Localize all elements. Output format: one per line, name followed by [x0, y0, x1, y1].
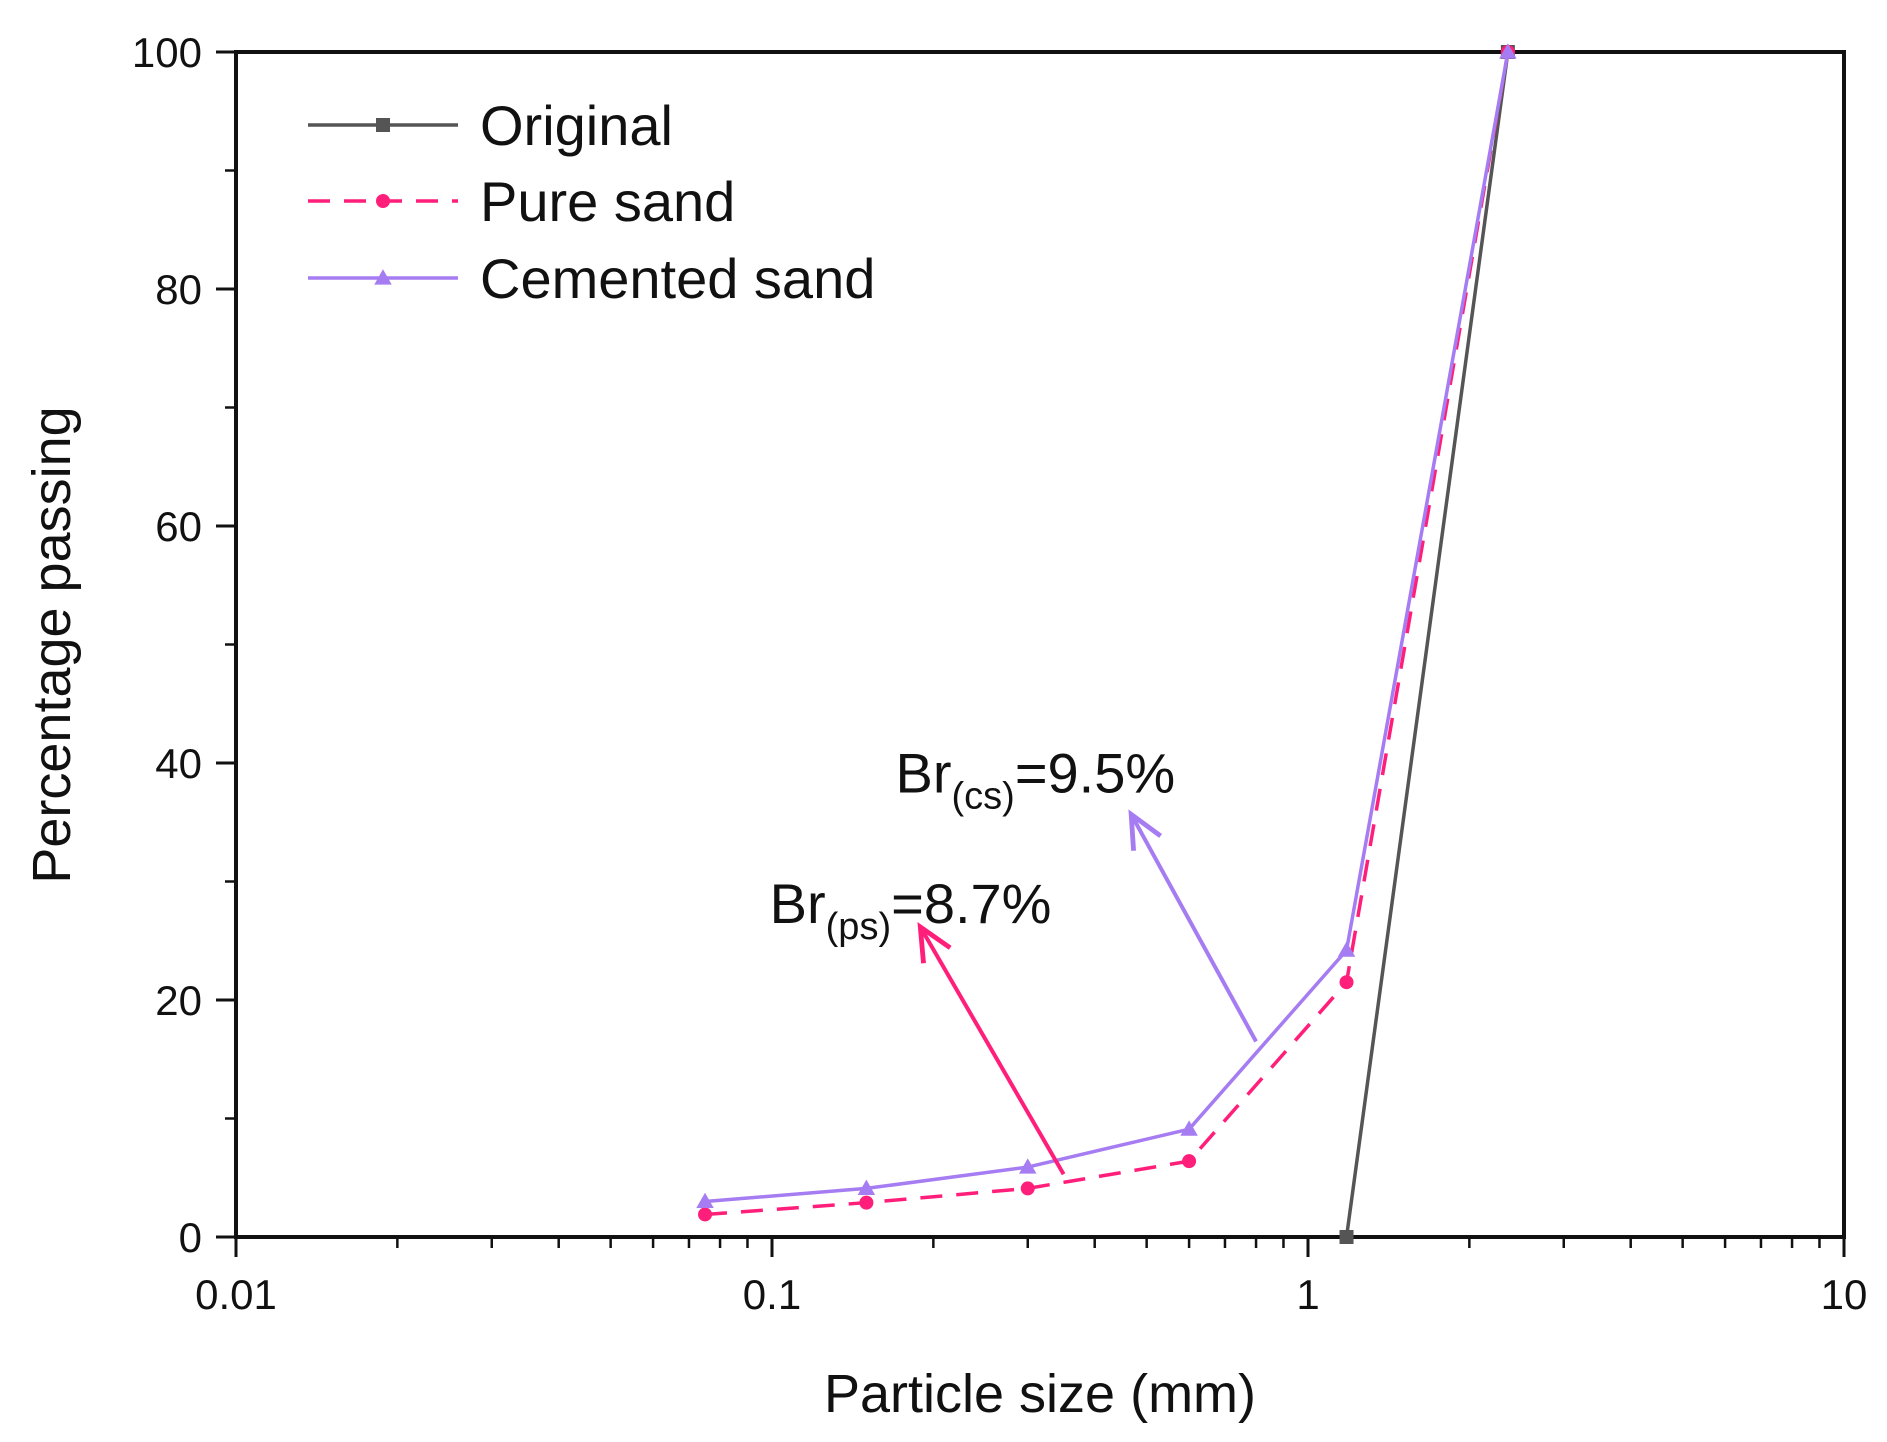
legend-item-cemented-sand: Cemented sand [308, 247, 875, 310]
x-tick-label: 0.1 [743, 1271, 801, 1318]
data-point [857, 1179, 876, 1195]
series-line [704, 51, 1510, 1204]
annotation-label: Br(cs)=9.5% [896, 742, 1176, 818]
legend-label: Pure sand [480, 170, 735, 233]
series-line [1344, 51, 1510, 1238]
data-point [696, 1192, 714, 1209]
legend-label: Original [480, 94, 673, 157]
series-line [704, 51, 1510, 1217]
x-axis-title: Particle size (mm) [824, 1364, 1256, 1424]
plot-area-border [234, 50, 1846, 1239]
legend-label: Cemented sand [480, 247, 875, 310]
legend: Original Pure sand Cemented sand [308, 94, 875, 310]
annotation-main: Br [896, 742, 952, 805]
data-point [698, 1207, 713, 1222]
series-pure-sand [698, 45, 1515, 1222]
y-tick-label: 0 [179, 1214, 202, 1261]
y-tick-label: 40 [155, 740, 202, 787]
y-axis-title: Percentage passing [22, 406, 82, 883]
legend-swatch-marker [376, 118, 390, 132]
annotation-arrow [917, 922, 1066, 1176]
data-point [1339, 975, 1354, 990]
annotation-value: =9.5% [1015, 742, 1175, 805]
data-point [1180, 1120, 1198, 1136]
x-tick-label: 0.01 [195, 1271, 277, 1318]
annotation-value: =8.7% [891, 872, 1051, 935]
x-tick-label: 10 [1821, 1271, 1868, 1318]
data-point [1499, 43, 1517, 59]
data-point [1020, 1181, 1035, 1196]
legend-swatch-marker [376, 194, 390, 208]
annotation-label: Br(ps)=8.7% [770, 872, 1052, 948]
data-point [1182, 1154, 1197, 1169]
y-tick-label: 100 [132, 29, 202, 76]
y-tick-label: 60 [155, 503, 202, 550]
annotation-arrow [1128, 809, 1258, 1043]
series-cemented-sand [696, 43, 1517, 1209]
annotation-subscript: (ps) [826, 906, 891, 948]
annotation-main: Br [770, 872, 826, 935]
axis-ticks [216, 50, 1846, 1257]
y-tick-label: 20 [155, 977, 202, 1024]
data-point [1018, 1158, 1037, 1174]
legend-item-pure-sand: Pure sand [308, 170, 735, 233]
y-tick-label: 80 [155, 266, 202, 313]
annotation-subscript: (cs) [952, 776, 1015, 818]
series-original [1339, 45, 1515, 1244]
plot-frame [234, 50, 1846, 1239]
annotation-layer: Br(cs)=9.5%Br(ps)=8.7% [770, 742, 1258, 1176]
data-point [859, 1195, 874, 1210]
legend-swatch-marker [374, 269, 392, 285]
data-point [1337, 941, 1356, 957]
x-tick-label: 1 [1296, 1271, 1319, 1318]
series-layer [696, 43, 1517, 1244]
annotation-ps: Br(ps)=8.7% [770, 872, 1066, 1176]
legend-item-original: Original [308, 94, 673, 157]
data-point [1339, 1230, 1354, 1244]
annotation-cs: Br(cs)=9.5% [896, 742, 1258, 1043]
